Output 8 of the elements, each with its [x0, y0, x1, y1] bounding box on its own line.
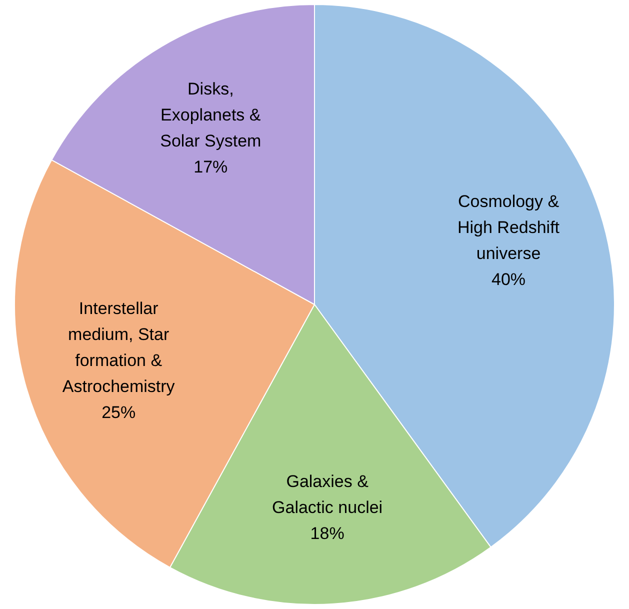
slice-label: Interstellar medium, Star formation & Astrochemistry	[62, 299, 176, 396]
data-label: 17%	[194, 158, 228, 177]
slice-label: Galaxies & Galactic nuclei	[272, 472, 383, 517]
data-label: 18%	[310, 524, 344, 543]
slice-label: Cosmology & High Redshift universe	[457, 192, 560, 264]
data-label: 40%	[492, 270, 526, 290]
data-label: 25%	[102, 403, 136, 422]
slice-label: Disks, Exoplanets & Solar System	[160, 80, 262, 151]
